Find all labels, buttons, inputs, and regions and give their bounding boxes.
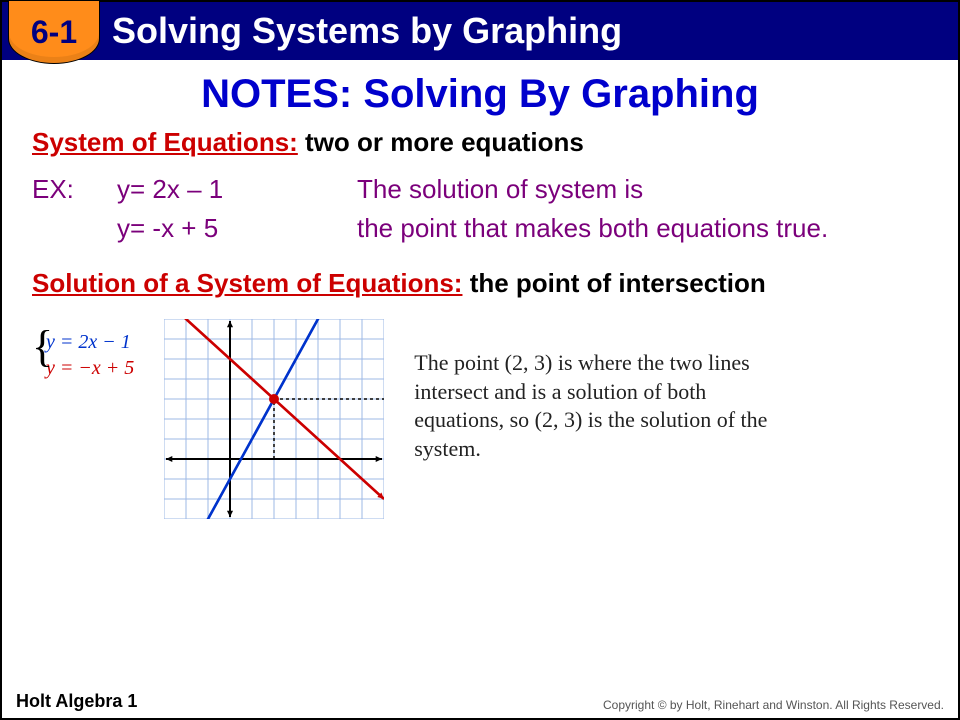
example-expl1: The solution of system is bbox=[357, 174, 928, 205]
header-title: Solving Systems by Graphing bbox=[112, 10, 622, 52]
solution-label: Solution of a System of Equations: bbox=[32, 268, 462, 298]
brace-icon: { bbox=[32, 325, 53, 369]
slide-content: NOTES: Solving By Graphing System of Equ… bbox=[2, 60, 958, 519]
example-eq1: y= 2x – 1 bbox=[117, 174, 357, 205]
system-label: System of Equations: bbox=[32, 127, 298, 157]
graph-explanation: The point (2, 3) is where the two lines … bbox=[414, 349, 774, 463]
graph-eq2: y = −x + 5 bbox=[46, 355, 134, 381]
system-graph bbox=[164, 319, 384, 519]
footer-left: Holt Algebra 1 bbox=[16, 691, 137, 712]
notes-title: NOTES: Solving By Graphing bbox=[32, 72, 928, 117]
system-text: two or more equations bbox=[298, 127, 584, 157]
example-label: EX: bbox=[32, 174, 117, 205]
solution-text: the point of intersection bbox=[462, 268, 765, 298]
example-row-2: y= -x + 5 the point that makes both equa… bbox=[32, 213, 928, 244]
graph-area: { y = 2x − 1 y = −x + 5 The point (2, 3)… bbox=[32, 319, 928, 519]
equation-block: { y = 2x − 1 y = −x + 5 bbox=[32, 329, 134, 381]
example-row-1: EX: y= 2x – 1 The solution of system is bbox=[32, 174, 928, 205]
graph-eq1: y = 2x − 1 bbox=[46, 329, 134, 355]
lesson-number: 6-1 bbox=[31, 14, 77, 51]
solution-definition: Solution of a System of Equations: the p… bbox=[32, 268, 928, 299]
example-expl2: the point that makes both equations true… bbox=[357, 213, 928, 244]
footer-right: Copyright © by Holt, Rinehart and Winsto… bbox=[603, 698, 944, 712]
example-eq2: y= -x + 5 bbox=[117, 213, 357, 244]
system-definition: System of Equations: two or more equatio… bbox=[32, 127, 928, 158]
header-bar: 6-1 Solving Systems by Graphing bbox=[2, 2, 958, 60]
lesson-badge: 6-1 bbox=[8, 0, 100, 64]
